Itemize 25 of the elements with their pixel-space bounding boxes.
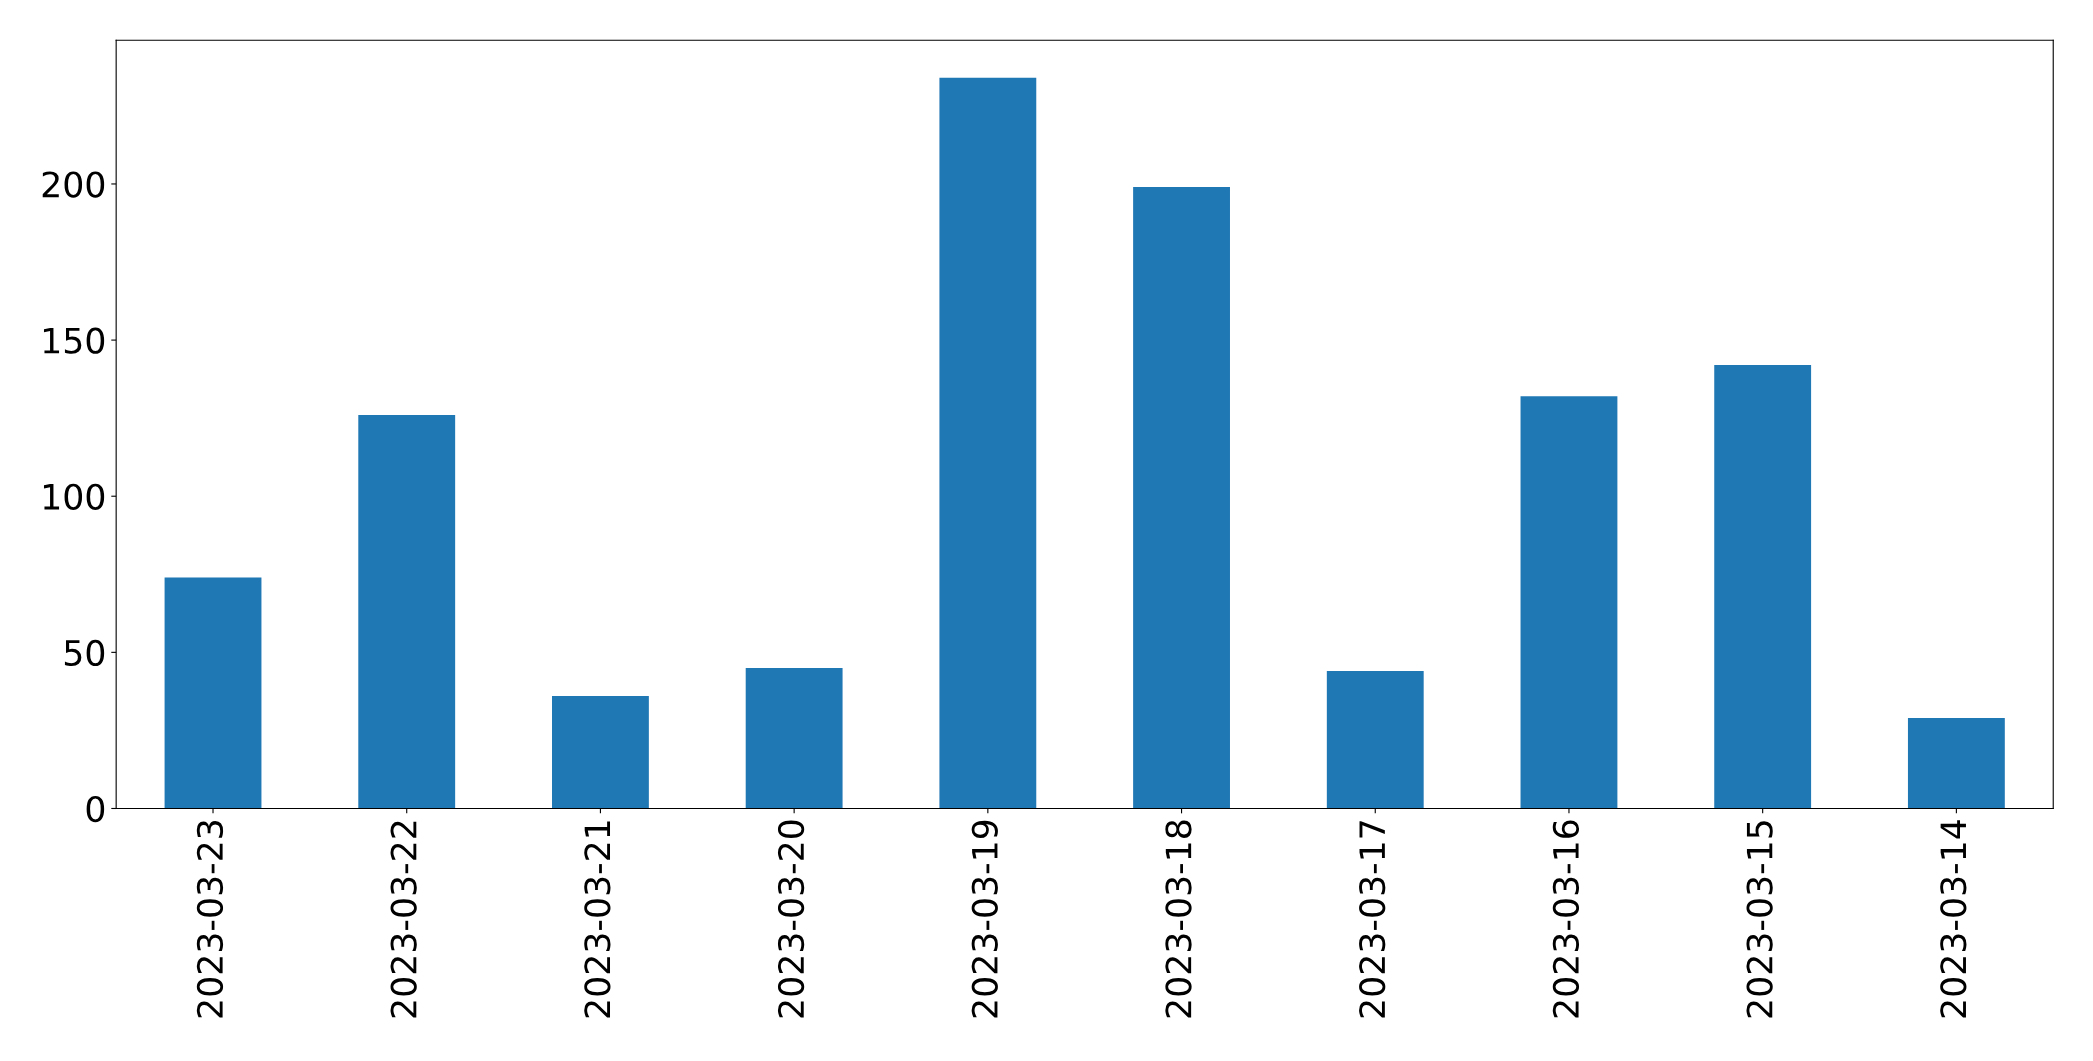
x-tick-label: 2023-03-23 [196,820,224,1018]
y-tick-label: 150 [43,327,105,354]
x-tick-label: 2023-03-16 [1552,820,1580,1018]
bar [745,667,843,809]
bar [1714,365,1812,809]
x-tick-label: 2023-03-22 [390,821,417,1018]
x-tick-label: 2023-03-18 [1165,820,1192,1018]
x-tick-label: 2023-03-20 [777,820,805,1018]
bar [939,77,1037,809]
y-tick-label: 50 [64,639,105,667]
bar [358,415,456,809]
x-tick-label: 2023-03-19 [971,820,998,1018]
bar [1133,187,1230,809]
bar [1326,671,1424,809]
y-tick-label: 100 [43,483,105,510]
bar [164,577,262,809]
y-tick-label: 200 [42,171,105,198]
bar [1520,396,1618,809]
x-tick-label: 2023-03-15 [1746,821,1773,1018]
x-tick-label: 2023-03-14 [1940,820,1967,1018]
x-tick-label: 2023-03-21 [584,821,611,1018]
y-tick-label: 0 [86,795,105,823]
bar [552,696,649,809]
x-tick-label: 2023-03-17 [1359,821,1386,1018]
bar [1907,717,2005,809]
